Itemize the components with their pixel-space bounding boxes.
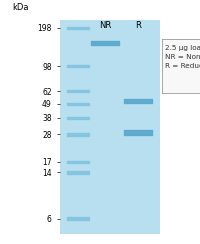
Text: NR: NR (99, 21, 111, 30)
Text: 2.5 μg loading
NR = Non-reduced
R = Reduced: 2.5 μg loading NR = Non-reduced R = Redu… (165, 45, 200, 70)
Text: R: R (135, 21, 141, 30)
Text: kDa: kDa (12, 3, 29, 12)
